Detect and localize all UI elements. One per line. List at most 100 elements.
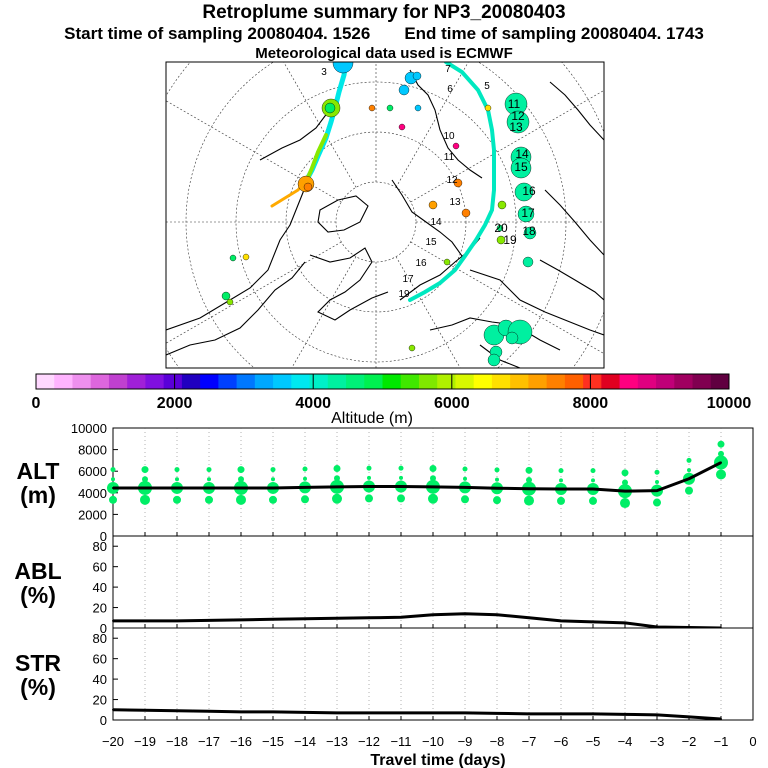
panel-unit: (%)	[20, 674, 56, 700]
trajectory-day-label: 15	[425, 237, 437, 248]
series-point	[688, 477, 690, 480]
alt-cluster-marker	[685, 486, 693, 495]
series-point	[176, 619, 178, 622]
alt-cluster-marker	[333, 465, 341, 472]
colorbar-swatch	[273, 374, 292, 389]
panel-alt: 0 2000 4000 6000 8000 10000 ALT(m)	[16, 421, 754, 544]
alt-cluster-marker	[621, 469, 629, 477]
trajectory-day-label: 15	[514, 160, 528, 174]
series-point	[592, 488, 594, 491]
colorbar-swatch	[656, 374, 675, 389]
series-point	[656, 489, 658, 492]
series-point	[336, 485, 338, 488]
alt-cluster-marker	[367, 475, 371, 480]
plume-cluster	[514, 182, 534, 202]
plume-cluster	[522, 256, 534, 268]
x-tick-label: −5	[586, 734, 601, 749]
series-point	[720, 717, 722, 720]
alt-cluster-marker	[332, 493, 342, 504]
series-point	[272, 486, 274, 489]
plume-cluster	[496, 235, 506, 245]
alt-cluster-marker	[174, 467, 180, 473]
altitude-colorbar: 0 2000 4000 6000 8000 10000 Altitude (m)	[32, 373, 751, 427]
trajectory-day-label: 20	[494, 221, 508, 235]
alt-cluster-marker	[687, 468, 691, 473]
alt-cluster-marker	[525, 466, 533, 474]
plume-cluster	[229, 254, 237, 262]
alt-cluster-marker	[111, 477, 115, 482]
alt-cluster-marker	[716, 469, 726, 480]
coastline	[549, 81, 604, 141]
colorbar-swatch	[692, 374, 712, 389]
coastline	[539, 259, 604, 301]
trajectory-day-label: 12	[511, 109, 525, 123]
x-tick-label: −13	[326, 734, 348, 749]
series-point	[112, 619, 114, 622]
trajectory-segment-mid	[304, 133, 328, 184]
series-point	[528, 487, 530, 490]
panel-y-tick-label: 0	[100, 529, 107, 544]
colorbar-swatch	[674, 374, 694, 389]
colorbar-swatch	[127, 374, 146, 389]
alt-cluster-marker	[269, 495, 277, 504]
plume-cluster	[487, 353, 501, 367]
series-point	[432, 711, 434, 714]
coastline	[259, 111, 329, 161]
plume-cluster	[506, 110, 530, 134]
series-point	[272, 710, 274, 713]
plume-cluster	[452, 142, 460, 150]
alt-cluster-marker	[236, 494, 246, 505]
plume-cluster	[398, 123, 406, 131]
coastline	[469, 269, 604, 336]
plume-cluster	[523, 226, 537, 240]
colorbar-swatch	[346, 374, 365, 389]
panel-y-tick-label: 60	[93, 652, 107, 667]
panel-abl: 0 20 40 60 80 ABL(%)	[14, 535, 754, 636]
alt-cluster-marker	[173, 495, 181, 504]
series-point	[368, 711, 370, 714]
colorbar-swatch	[54, 374, 73, 389]
plume-cluster	[497, 200, 507, 210]
series-point	[368, 616, 370, 619]
series-point	[208, 486, 210, 489]
series-point	[240, 618, 242, 621]
coastline	[309, 247, 389, 321]
panel-str: 0 20 40 60 80 STR(%)	[15, 627, 754, 728]
panel-label: ALT	[16, 458, 59, 484]
colorbar-swatch	[254, 374, 274, 389]
alt-cluster-marker	[653, 498, 661, 507]
x-tick-label: −8	[490, 734, 505, 749]
alt-cluster-marker	[686, 457, 692, 463]
longitude-line	[166, 100, 342, 203]
trajectory-day-label: 13	[449, 197, 461, 208]
trajectory-day-label: 14	[430, 217, 442, 228]
panel-y-tick-label: 8000	[78, 443, 107, 458]
trajectory-day-label: 12	[446, 175, 458, 186]
series-point	[176, 486, 178, 489]
series-point	[304, 617, 306, 620]
series-point	[688, 715, 690, 718]
panel-y-tick-label: 6000	[78, 464, 107, 479]
alt-cluster-marker	[140, 494, 150, 505]
coastline	[429, 317, 561, 351]
series-point	[272, 618, 274, 621]
colorbar-swatch	[710, 374, 730, 389]
plume-cluster	[414, 104, 422, 112]
alt-cluster-marker	[207, 477, 211, 482]
map-frame	[165, 61, 605, 369]
series-point	[528, 712, 530, 715]
trajectory-day-label: 3	[321, 67, 327, 78]
x-tick-label: −18	[166, 734, 188, 749]
series-point	[496, 487, 498, 490]
x-axis-label: Travel time (days)	[370, 752, 505, 768]
series-line	[112, 708, 722, 721]
colorbar-swatch	[619, 374, 639, 389]
alt-cluster-marker	[302, 466, 308, 472]
alt-cluster-marker	[718, 450, 724, 457]
panel-y-tick-label: 2000	[78, 507, 107, 522]
x-tick-label: −2	[682, 734, 697, 749]
colorbar-swatch	[437, 374, 456, 389]
x-tick-label: −7	[522, 734, 537, 749]
alt-cluster-marker	[559, 478, 563, 483]
